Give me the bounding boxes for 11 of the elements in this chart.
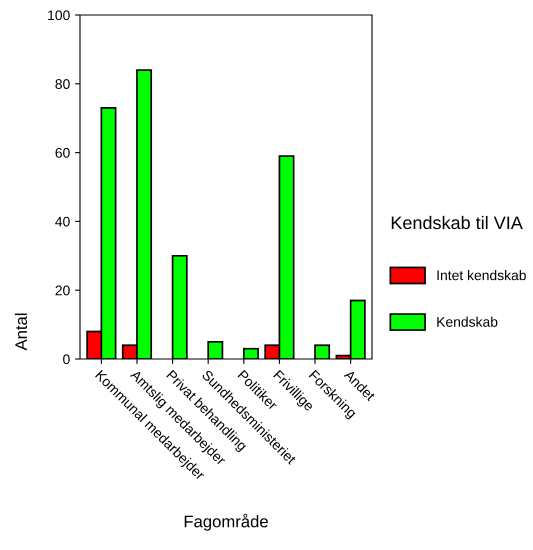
y-tick-label: 0 bbox=[63, 354, 70, 364]
y-axis-title: Antal bbox=[14, 314, 28, 350]
legend-label: Kendskab bbox=[437, 316, 498, 327]
y-tick-label: 60 bbox=[56, 148, 70, 158]
y-tick-label: 80 bbox=[55, 79, 70, 89]
legend-title: Kendskab til VIA bbox=[392, 216, 523, 230]
y-tick-label: 20 bbox=[56, 286, 70, 296]
x-axis-title: Fagområde bbox=[184, 514, 268, 531]
y-tick-label: 40 bbox=[55, 216, 70, 227]
legend-label: Intet kendskab bbox=[437, 270, 526, 280]
y-tick-label: 100 bbox=[48, 10, 70, 20]
